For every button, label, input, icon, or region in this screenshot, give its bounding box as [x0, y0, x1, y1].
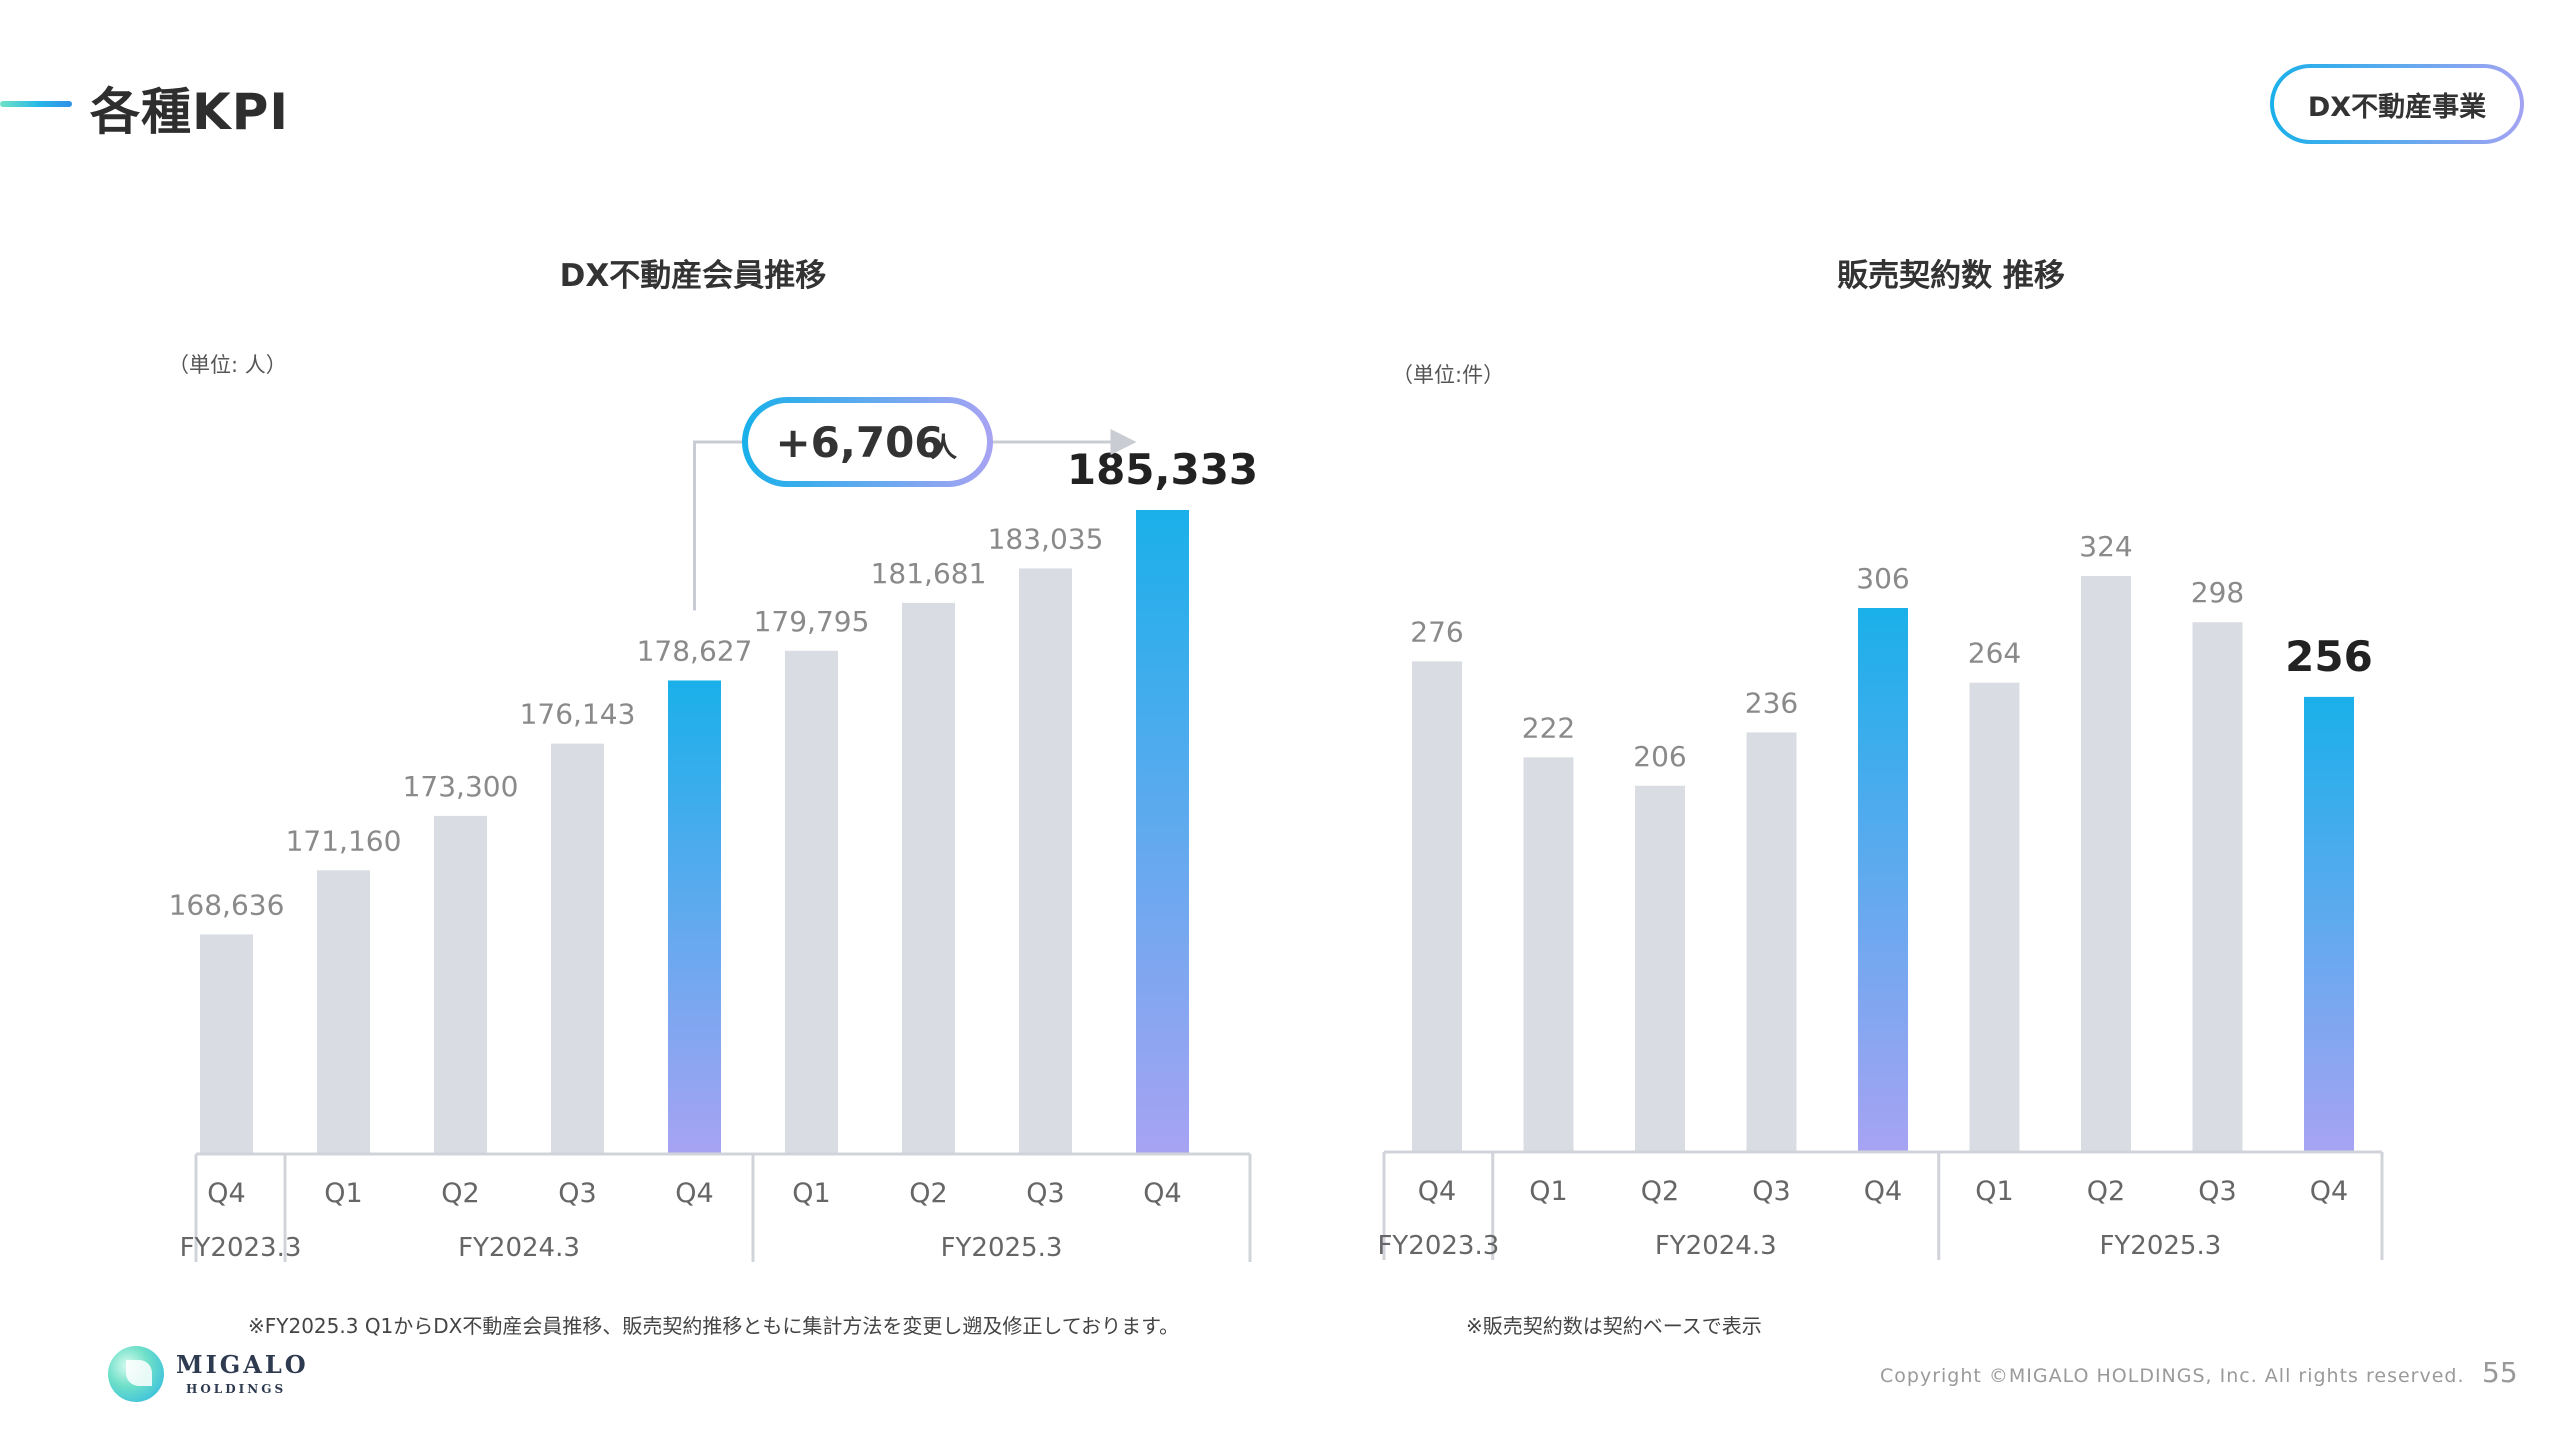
bar: [1969, 682, 2020, 1152]
data-label: 222: [1522, 711, 1575, 744]
logo-sub: HOLDINGS: [186, 1382, 287, 1396]
bar: [434, 815, 487, 1154]
tick-label: Q3: [558, 1178, 596, 1209]
data-label: 181,681: [871, 557, 987, 590]
data-label: 185,333: [1067, 445, 1258, 494]
bar: [785, 650, 838, 1154]
bar: [1746, 732, 1797, 1152]
group-label: FY2023.3: [180, 1233, 302, 1263]
data-label: 324: [2079, 530, 2132, 563]
bar: [317, 870, 370, 1154]
data-label: 206: [1633, 740, 1686, 773]
tick-label: Q1: [1975, 1176, 2013, 1207]
tick-label: Q4: [675, 1178, 713, 1209]
segment-badge: DX不動産事業: [2270, 64, 2524, 144]
bar: [2192, 622, 2243, 1152]
group-label: FY2025.3: [2099, 1231, 2221, 1261]
tick-label: Q2: [909, 1178, 947, 1209]
annotation-box: [742, 397, 993, 487]
page-title: 各種KPI: [90, 83, 289, 141]
title-accent-line: [0, 101, 72, 107]
bar: [200, 934, 253, 1154]
group-label: FY2024.3: [458, 1233, 580, 1263]
data-label: 173,300: [403, 770, 519, 803]
tick-label: Q3: [1752, 1176, 1790, 1207]
tick-label: Q4: [207, 1178, 245, 1209]
bar: [2081, 576, 2131, 1152]
data-label: 236: [1745, 686, 1798, 719]
bar: [1136, 510, 1189, 1154]
group-label: FY2023.3: [1377, 1231, 1499, 1261]
chart-unit-label: （単位: 人）: [168, 353, 287, 377]
footnote-right: ※販売契約数は契約ベースで表示: [1466, 1314, 1762, 1338]
data-label: 264: [1968, 637, 2021, 670]
tick-label: Q2: [2087, 1176, 2125, 1207]
data-label: 176,143: [520, 698, 636, 731]
footnote-left: ※FY2025.3 Q1からDX不動産会員推移、販売契約推移ともに集計方法を変更…: [248, 1314, 1180, 1338]
tick-label: Q4: [2310, 1176, 2348, 1207]
annotation-connector: [693, 440, 745, 611]
bar: [551, 743, 604, 1154]
data-label: 256: [2285, 632, 2373, 681]
annotation-arrowhead: [1110, 429, 1137, 455]
tick-label: Q4: [1143, 1178, 1181, 1209]
data-label: 178,627: [637, 634, 753, 667]
data-label: 183,035: [988, 522, 1104, 555]
chart-title: DX不動産会員推移: [560, 258, 827, 294]
tick-label: Q2: [1641, 1176, 1679, 1207]
chart-title: 販売契約数 推移: [1837, 258, 2065, 294]
bar: [2304, 696, 2354, 1152]
bar: [668, 680, 721, 1154]
bar: [1858, 608, 1908, 1152]
bar: [1635, 785, 1685, 1152]
bar: [1523, 757, 1574, 1152]
page-number: 55: [2482, 1356, 2518, 1389]
tick-label: Q3: [1026, 1178, 1064, 1209]
tick-label: Q4: [1418, 1176, 1456, 1207]
data-label: 306: [1856, 562, 1909, 595]
tick-label: Q4: [1864, 1176, 1902, 1207]
tick-label: Q1: [792, 1178, 830, 1209]
logo-name: MIGALO: [176, 1350, 309, 1379]
tick-label: Q3: [2198, 1176, 2236, 1207]
tick-label: Q1: [324, 1178, 362, 1209]
bar: [1019, 568, 1072, 1154]
company-logo: MIGALO HOLDINGS: [108, 1344, 308, 1406]
group-label: FY2024.3: [1655, 1231, 1777, 1261]
annotation-unit: 人: [930, 433, 957, 464]
group-label: FY2025.3: [941, 1233, 1063, 1263]
chart-unit-label: （単位:件）: [1392, 363, 1504, 387]
data-label: 276: [1410, 615, 1463, 648]
data-label: 168,636: [169, 888, 285, 921]
tick-label: Q1: [1529, 1176, 1567, 1207]
bar: [902, 602, 955, 1154]
data-label: 179,795: [754, 605, 870, 638]
copyright: Copyright ©MIGALO HOLDINGS, Inc. All rig…: [1880, 1365, 2465, 1387]
tick-label: Q2: [441, 1178, 479, 1209]
annotation-value: +6,706: [775, 418, 943, 467]
logo-mark-icon: [108, 1346, 164, 1402]
bar: [1412, 661, 1462, 1152]
data-label: 171,160: [286, 824, 402, 857]
data-label: 298: [2191, 576, 2244, 609]
segment-badge-label: DX不動産事業: [2274, 68, 2520, 140]
